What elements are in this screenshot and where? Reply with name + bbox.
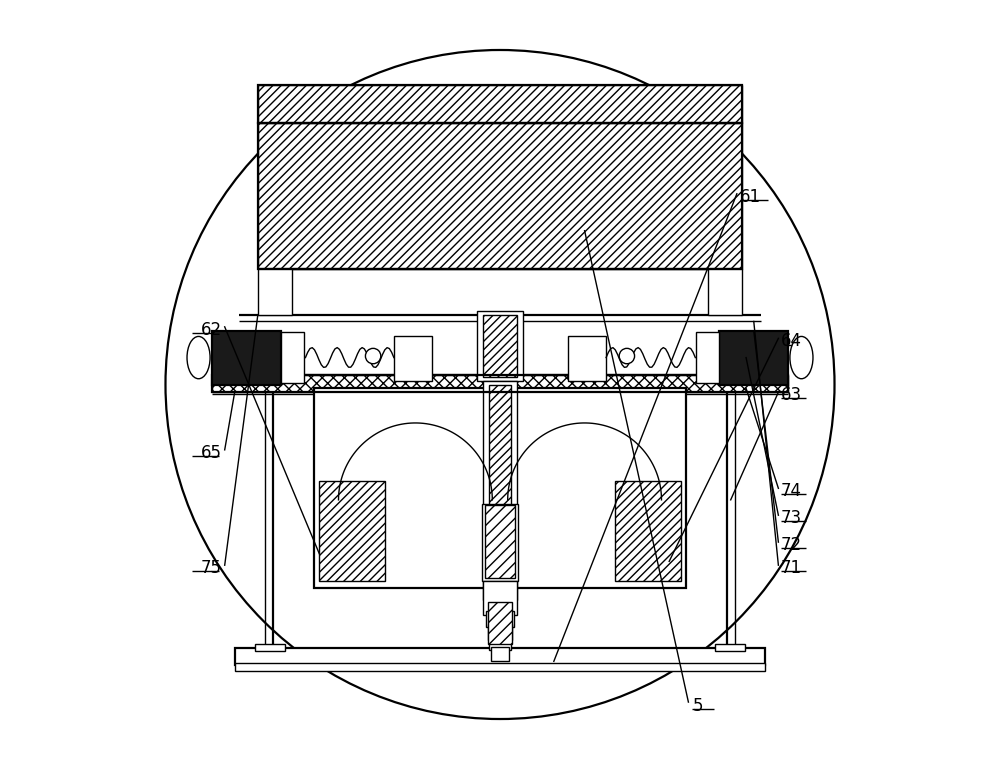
Bar [212,331,281,384]
Bar [314,388,686,588]
Bar [568,336,606,381]
Bar [281,332,304,383]
Ellipse shape [790,337,813,379]
Text: 63: 63 [781,386,802,404]
Bar [258,123,742,269]
Bar [258,85,742,123]
Text: 64: 64 [781,332,802,351]
Bar [483,581,517,615]
Bar [696,332,719,383]
Bar [489,638,511,650]
Bar [708,269,742,315]
Text: 73: 73 [781,509,802,528]
Text: 62: 62 [200,321,222,339]
Bar [258,85,742,123]
Bar [235,648,765,665]
Circle shape [365,348,381,364]
Text: 5: 5 [692,697,703,715]
Bar [394,336,432,381]
Bar [485,505,515,578]
Bar [488,602,512,644]
Bar [258,269,292,315]
Circle shape [165,50,835,719]
Text: 61: 61 [740,188,761,206]
Bar [212,375,788,392]
Ellipse shape [187,337,210,379]
Bar [212,375,788,392]
Circle shape [619,348,635,364]
Bar [483,381,517,600]
Bar [488,624,512,640]
Bar [615,481,681,581]
Bar [255,644,285,651]
Bar [258,123,742,269]
Bar [719,331,788,384]
Text: 71: 71 [781,559,802,578]
Bar [715,644,745,651]
Text: 72: 72 [781,536,802,554]
Bar [486,611,514,627]
Bar [235,663,765,671]
Text: 74: 74 [781,482,802,501]
Bar [482,504,518,581]
Bar [483,315,517,377]
Bar [477,311,523,381]
Text: 75: 75 [201,559,222,578]
Text: 65: 65 [201,444,222,462]
Bar [489,384,511,596]
Bar [491,647,509,661]
Bar [319,481,385,581]
